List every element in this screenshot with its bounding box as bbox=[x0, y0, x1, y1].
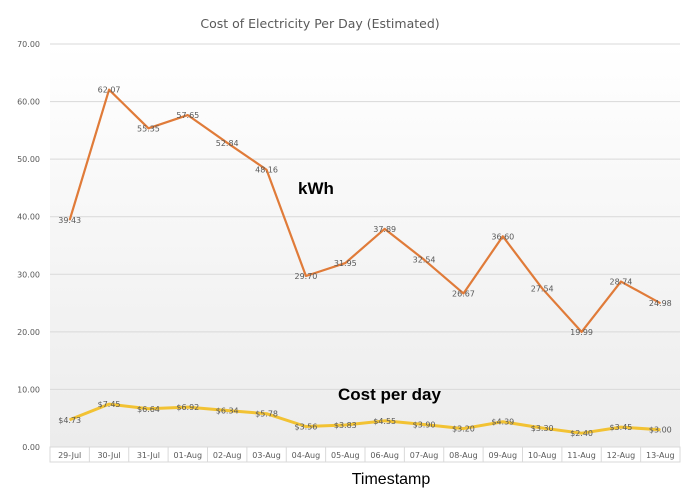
data-label: $7.45 bbox=[98, 400, 121, 409]
data-label: 62.07 bbox=[98, 86, 121, 95]
data-label: 26.67 bbox=[452, 289, 475, 298]
series-label-cost: Cost per day bbox=[338, 385, 442, 404]
data-point bbox=[147, 408, 149, 410]
data-label: $3.20 bbox=[452, 425, 475, 434]
data-point bbox=[659, 302, 661, 304]
data-label: 32.54 bbox=[413, 256, 436, 265]
data-point bbox=[423, 259, 425, 261]
data-point bbox=[581, 331, 583, 333]
x-tick-label: 10-Aug bbox=[528, 451, 557, 460]
data-label: 36.60 bbox=[491, 232, 514, 241]
data-label: $5.78 bbox=[255, 410, 278, 419]
x-tick-label: 11-Aug bbox=[567, 451, 596, 460]
data-label: 19.99 bbox=[570, 328, 593, 337]
x-tick-label: 29-Jul bbox=[58, 451, 81, 460]
data-label: 55.35 bbox=[137, 124, 160, 133]
data-point bbox=[108, 89, 110, 91]
data-label: $4.55 bbox=[373, 417, 396, 426]
data-point bbox=[305, 275, 307, 277]
data-point bbox=[147, 127, 149, 129]
x-tick-label: 07-Aug bbox=[410, 451, 439, 460]
data-label: $6.92 bbox=[176, 403, 199, 412]
data-point bbox=[226, 142, 228, 144]
data-point bbox=[541, 287, 543, 289]
series-label-kwh: kWh bbox=[298, 179, 334, 198]
data-point bbox=[226, 409, 228, 411]
data-point bbox=[187, 406, 189, 408]
data-label: $3.90 bbox=[413, 421, 436, 430]
data-point bbox=[266, 413, 268, 415]
y-tick-label: 50.00 bbox=[17, 155, 40, 164]
data-point bbox=[462, 428, 464, 430]
series-line-cost bbox=[69, 402, 661, 435]
series-line-kwh bbox=[68, 88, 661, 334]
x-tick-label: 13-Aug bbox=[646, 451, 675, 460]
data-point bbox=[384, 228, 386, 230]
x-tick-label: 01-Aug bbox=[174, 451, 203, 460]
data-label: $2.40 bbox=[570, 429, 593, 438]
data-label: $4.73 bbox=[58, 416, 81, 425]
data-label: $6.64 bbox=[137, 405, 160, 414]
data-point bbox=[620, 426, 622, 428]
data-label: 31.95 bbox=[334, 259, 357, 268]
data-point bbox=[187, 114, 189, 116]
y-tick-label: 40.00 bbox=[17, 213, 40, 222]
data-point bbox=[502, 235, 504, 237]
chart-title: Cost of Electricity Per Day (Estimated) bbox=[200, 16, 439, 31]
data-label: $3.83 bbox=[334, 421, 357, 430]
data-point bbox=[620, 281, 622, 283]
data-label: 39.43 bbox=[58, 216, 81, 225]
data-label: 48.16 bbox=[255, 166, 278, 175]
data-point bbox=[659, 429, 661, 431]
data-point bbox=[423, 424, 425, 426]
data-point bbox=[69, 219, 71, 221]
x-tick-label: 03-Aug bbox=[252, 451, 281, 460]
data-label: $3.56 bbox=[294, 423, 317, 432]
data-label: 29.70 bbox=[294, 272, 317, 281]
y-tick-label: 10.00 bbox=[17, 385, 40, 394]
data-point bbox=[384, 420, 386, 422]
data-point bbox=[305, 426, 307, 428]
x-tick-label: 04-Aug bbox=[292, 451, 321, 460]
data-point bbox=[344, 262, 346, 264]
data-point bbox=[541, 427, 543, 429]
data-label: $4.39 bbox=[491, 418, 514, 427]
x-tick-label: 30-Jul bbox=[97, 451, 120, 460]
data-point bbox=[108, 403, 110, 405]
data-label: 57.65 bbox=[176, 111, 199, 120]
data-point bbox=[344, 424, 346, 426]
data-label: 37.89 bbox=[373, 225, 396, 234]
y-tick-label: 20.00 bbox=[17, 328, 40, 337]
x-tick-label: 06-Aug bbox=[370, 451, 399, 460]
x-tick-label: 12-Aug bbox=[607, 451, 636, 460]
data-label: $3.00 bbox=[649, 426, 672, 435]
x-tick-label: 09-Aug bbox=[489, 451, 518, 460]
y-tick-label: 0.00 bbox=[22, 443, 40, 452]
data-label: 27.54 bbox=[531, 284, 554, 293]
data-label: $6.34 bbox=[216, 406, 239, 415]
data-point bbox=[502, 421, 504, 423]
x-tick-label: 08-Aug bbox=[449, 451, 478, 460]
y-tick-label: 60.00 bbox=[17, 98, 40, 107]
data-label: 28.74 bbox=[609, 278, 632, 287]
data-point bbox=[462, 292, 464, 294]
y-tick-label: 70.00 bbox=[17, 40, 40, 49]
data-label: 52.84 bbox=[216, 139, 239, 148]
data-point bbox=[266, 169, 268, 171]
y-tick-label: 30.00 bbox=[17, 270, 40, 279]
x-axis-title: Timestamp bbox=[352, 471, 431, 488]
data-label: $3.45 bbox=[609, 423, 632, 432]
data-point bbox=[69, 419, 71, 421]
x-tick-label: 02-Aug bbox=[213, 451, 242, 460]
data-label: $3.30 bbox=[531, 424, 554, 433]
x-tick-label: 31-Jul bbox=[137, 451, 160, 460]
x-tick-label: 05-Aug bbox=[331, 451, 360, 460]
data-label: 24.98 bbox=[649, 299, 672, 308]
data-point bbox=[581, 432, 583, 434]
